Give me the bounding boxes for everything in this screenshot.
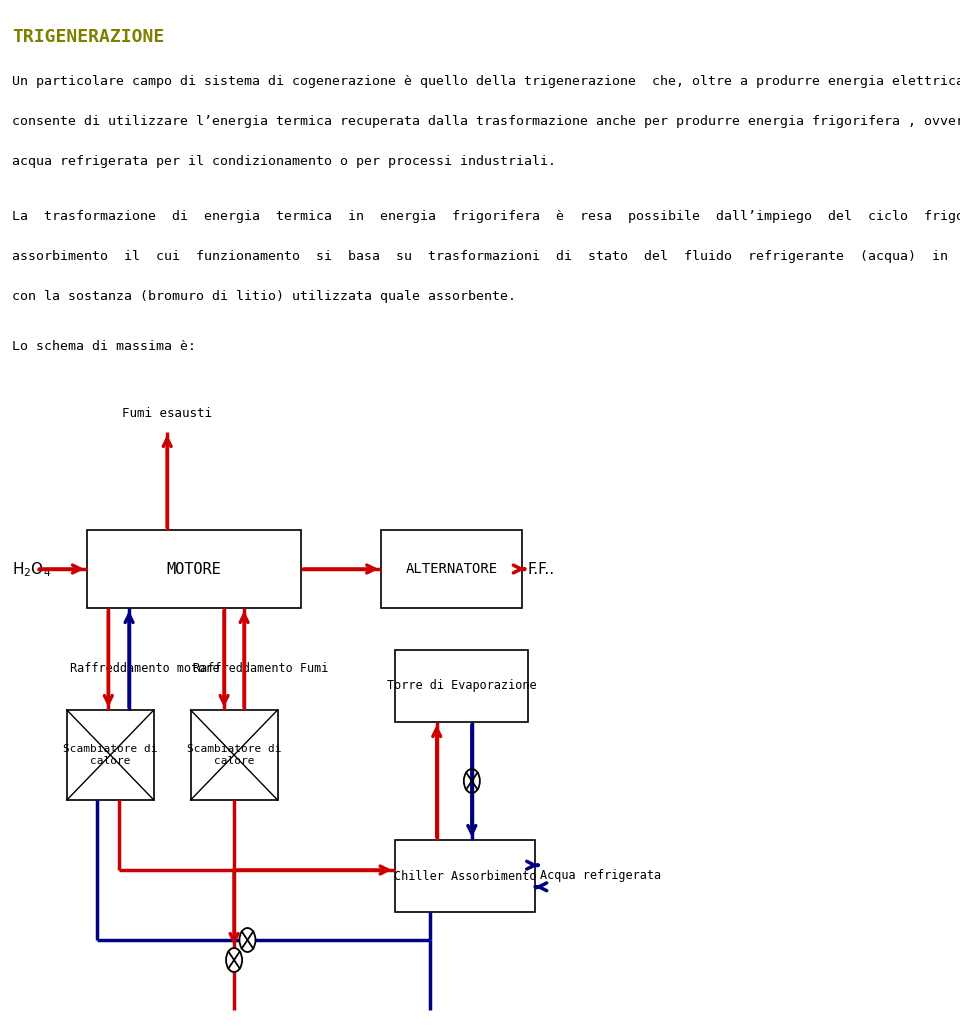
- Text: Chiller Assorbimento: Chiller Assorbimento: [394, 870, 536, 882]
- Text: TRIGENERAZIONE: TRIGENERAZIONE: [12, 28, 164, 46]
- Text: con la sostanza (bromuro di litio) utilizzata quale assorbente.: con la sostanza (bromuro di litio) utili…: [12, 290, 516, 303]
- Bar: [395, 840, 535, 912]
- Text: Torre di Evaporazione: Torre di Evaporazione: [387, 680, 537, 692]
- Text: assorbimento  il  cui  funzionamento  si  basa  su  trasformazioni  di  stato  d: assorbimento il cui funzionamento si bas…: [12, 250, 960, 263]
- Text: Raffreddamento motore: Raffreddamento motore: [70, 662, 220, 675]
- Bar: [381, 530, 521, 608]
- Text: Lo schema di massima è:: Lo schema di massima è:: [12, 340, 196, 353]
- Text: Un particolare campo di sistema di cogenerazione è quello della trigenerazione  : Un particolare campo di sistema di cogen…: [12, 75, 960, 88]
- Text: consente di utilizzare l’energia termica recuperata dalla trasformazione anche p: consente di utilizzare l’energia termica…: [12, 115, 960, 128]
- Text: MOTORE: MOTORE: [167, 562, 222, 576]
- Text: Scambiatore di
calore: Scambiatore di calore: [187, 745, 281, 766]
- Text: acqua refrigerata per il condizionamento o per processi industriali.: acqua refrigerata per il condizionamento…: [12, 155, 556, 168]
- Text: H$_2$O$_4$: H$_2$O$_4$: [12, 561, 51, 579]
- Text: Raffreddamento Fumi: Raffreddamento Fumi: [193, 662, 328, 675]
- Text: Fumi esausti: Fumi esausti: [122, 407, 212, 420]
- Text: F.F..: F.F..: [527, 563, 554, 577]
- Text: Acqua refrigerata: Acqua refrigerata: [540, 870, 661, 882]
- Text: La  trasformazione  di  energia  termica  in  energia  frigorifera  è  resa  pos: La trasformazione di energia termica in …: [12, 210, 960, 223]
- Text: ALTERNATORE: ALTERNATORE: [405, 562, 497, 576]
- Bar: [87, 530, 301, 608]
- Text: Scambiatore di
calore: Scambiatore di calore: [63, 745, 157, 766]
- Bar: [191, 710, 277, 800]
- Bar: [395, 650, 528, 722]
- Bar: [67, 710, 154, 800]
